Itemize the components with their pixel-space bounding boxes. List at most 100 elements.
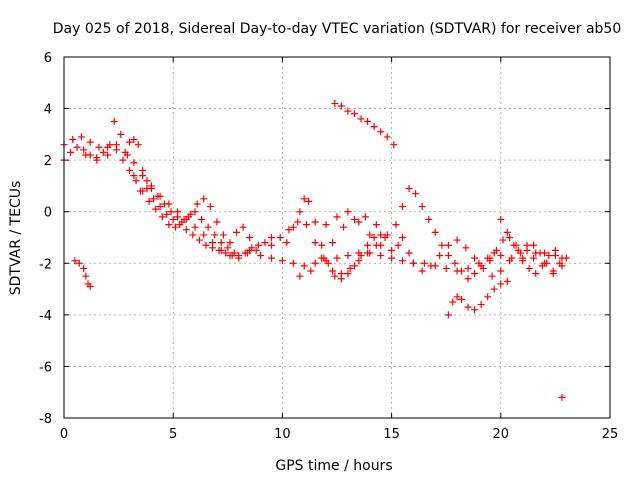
x-tick-label: 20 — [493, 427, 510, 442]
data-point — [457, 267, 465, 275]
data-point — [152, 205, 160, 213]
data-point — [479, 264, 487, 272]
data-point — [444, 241, 452, 249]
data-point — [254, 241, 262, 249]
series-arc-e — [71, 257, 94, 290]
data-point — [558, 393, 566, 401]
data-point — [497, 252, 505, 260]
data-point — [75, 259, 83, 267]
data-point — [337, 102, 345, 110]
data-point — [191, 223, 199, 231]
series-arc-g — [246, 246, 570, 275]
data-point — [425, 215, 433, 223]
data-point — [200, 195, 208, 203]
data-point — [307, 267, 315, 275]
data-point — [543, 259, 551, 267]
data-point — [82, 151, 90, 159]
data-point — [296, 208, 304, 216]
data-point — [130, 172, 138, 180]
data-point — [490, 285, 498, 293]
data-point — [73, 143, 81, 151]
data-point — [226, 239, 234, 247]
data-point — [497, 280, 505, 288]
data-point — [431, 228, 439, 236]
x-tick-label: 0 — [60, 427, 68, 442]
data-point — [418, 203, 426, 211]
data-point — [171, 223, 179, 231]
data-point — [405, 249, 413, 257]
data-point — [228, 252, 236, 260]
data-point — [276, 234, 284, 241]
data-point — [366, 231, 374, 239]
data-point — [285, 226, 293, 234]
data-point — [211, 231, 219, 239]
data-point — [377, 252, 385, 260]
data-point — [302, 221, 310, 229]
data-point — [394, 241, 402, 249]
y-tick-label: -6 — [39, 360, 52, 375]
data-point — [497, 215, 505, 223]
x-tick-label: 10 — [274, 427, 291, 442]
data-point — [217, 239, 225, 247]
data-point — [294, 218, 302, 226]
data-point — [405, 185, 413, 193]
series-arc-h — [267, 218, 389, 278]
data-point — [119, 156, 127, 164]
data-point — [200, 231, 208, 239]
data-point — [324, 259, 332, 267]
data-point — [104, 151, 112, 159]
data-point — [364, 117, 372, 125]
data-point — [344, 208, 352, 216]
data-point — [333, 254, 341, 262]
data-point — [418, 267, 426, 275]
data-point — [145, 197, 153, 205]
data-point — [350, 262, 358, 270]
data-point — [195, 236, 203, 244]
data-point — [204, 223, 212, 231]
data-point — [503, 228, 511, 236]
data-point — [134, 141, 142, 149]
data-point — [180, 215, 188, 223]
data-point — [213, 218, 221, 226]
data-point — [209, 244, 217, 252]
data-point — [160, 200, 168, 208]
data-point — [331, 272, 339, 280]
data-point — [80, 264, 88, 272]
data-point — [523, 246, 531, 254]
data-point — [377, 128, 385, 136]
data-point — [503, 277, 511, 285]
data-point — [246, 246, 254, 254]
data-point — [464, 264, 472, 272]
series-arc-a — [60, 141, 238, 257]
data-point — [438, 241, 446, 249]
data-point — [442, 264, 450, 272]
data-point — [267, 234, 275, 241]
y-tick-label: 6 — [44, 51, 52, 66]
data-point — [246, 234, 254, 241]
data-point — [176, 221, 184, 229]
data-point — [558, 254, 566, 262]
plot-area — [60, 99, 570, 401]
data-point — [464, 303, 472, 311]
data-point — [484, 293, 492, 301]
data-point — [390, 141, 398, 149]
data-point — [453, 236, 461, 244]
y-tick-label: -2 — [39, 257, 52, 272]
data-point — [370, 123, 378, 131]
data-point — [289, 223, 297, 231]
data-point — [233, 228, 241, 236]
data-point — [412, 190, 420, 198]
data-point — [451, 259, 459, 267]
data-point — [530, 254, 538, 262]
series-arc-j — [296, 213, 413, 280]
data-point — [189, 231, 197, 239]
data-point — [519, 254, 527, 262]
data-point — [239, 223, 247, 231]
data-point — [136, 187, 144, 195]
data-point — [409, 259, 417, 267]
data-point — [219, 231, 227, 239]
data-point — [167, 208, 175, 216]
data-point — [154, 192, 162, 200]
data-point — [344, 270, 352, 278]
